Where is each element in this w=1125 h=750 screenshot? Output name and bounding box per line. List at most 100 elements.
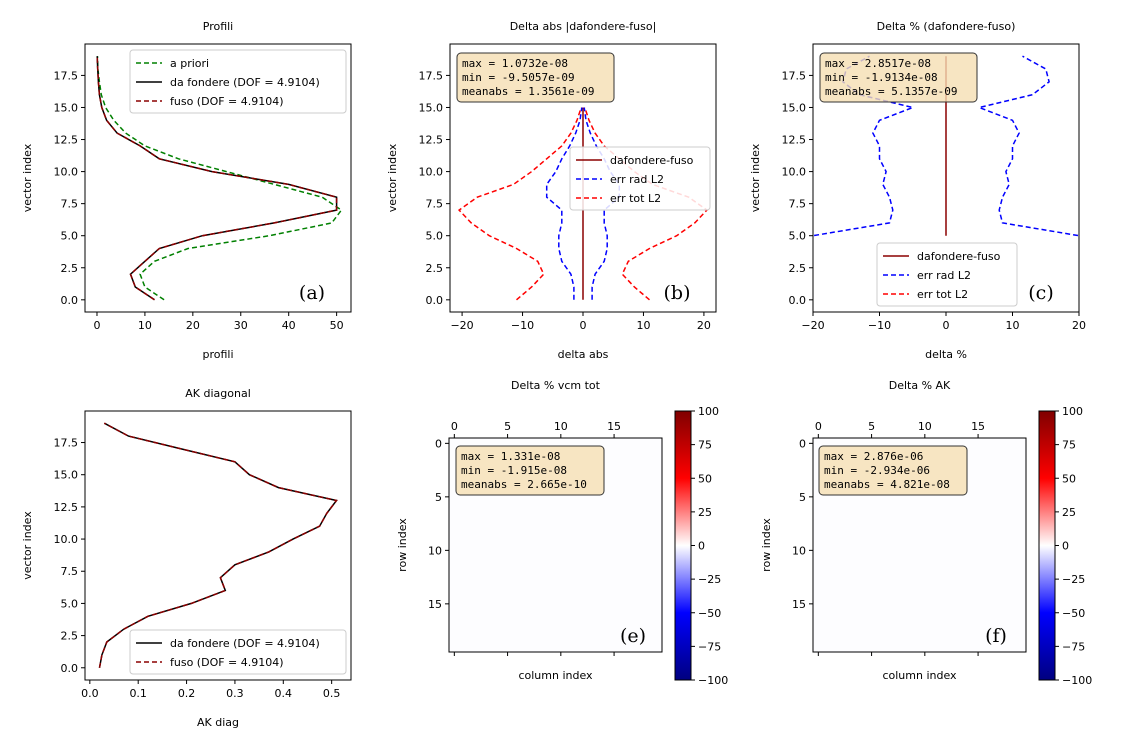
heatmap-cell [813,619,824,631]
legend-entry: a priori [170,57,209,70]
heatmap-cell [555,534,567,546]
heatmap-cell [470,491,482,503]
heatmap-cell [459,512,471,524]
legend-entry: da fondere (DOF = 4.9104) [170,637,320,650]
heatmap-cell [619,480,631,492]
heatmap-cell [994,630,1005,642]
heatmap-cell [512,534,524,546]
heatmap-cell [834,641,846,653]
heatmap-cell [480,491,492,503]
heatmap-cell [962,555,974,567]
panel-label: (b) [664,282,691,304]
heatmap-cell [651,470,663,482]
y-tick-label: 12.5 [419,134,444,147]
heatmap-cell [844,619,856,631]
y-tick-label: 15.0 [54,469,79,482]
y-axis-label: vector index [21,511,34,580]
heatmap-cell [480,534,492,546]
heatmap-cell [470,587,482,599]
y-tick-label: 0.0 [426,294,444,307]
heatmap-cell [502,534,514,546]
heatmap-cell [480,566,492,578]
colorbar-bar [1038,410,1056,681]
heatmap-cell [994,587,1005,599]
heatmap-cell [962,545,974,556]
heatmap-cell [576,587,588,599]
heatmap-cell [587,587,599,599]
chart-title: Profili [203,20,234,33]
stats-line: min = -2.934e-06 [824,464,930,477]
heatmap-cell [491,598,503,610]
heatmap-cell [866,555,878,567]
heatmap-cell [940,523,952,535]
heatmap-cell [512,523,524,535]
heatmap-cell [876,619,888,631]
heatmap-cell [651,630,663,642]
heatmap-cell [480,609,492,621]
heatmap-cell [876,523,888,535]
heatmap-cell [898,630,910,642]
heatmap-cell [1015,598,1027,610]
x-tick-label: 50 [330,319,344,332]
heatmap-cell [587,630,599,642]
heatmap-cell [1015,438,1027,449]
heatmap-cell [640,598,652,610]
heatmap-cell [898,641,910,653]
panel-label: (f) [985,625,1007,647]
heatmap-cell [608,459,620,471]
heatmap-cell [983,598,995,610]
heatmap-cell [512,641,524,653]
heatmap-cell [651,609,663,621]
x-tick-label: 20 [186,319,200,332]
heatmap-cell [1015,502,1027,514]
heatmap-cell [491,619,503,631]
heatmap-cell [855,587,867,599]
heatmap-cell [855,545,867,556]
heatmap-cell [962,619,974,631]
heatmap-cell [930,555,942,567]
panel-e: 0 5 10 15 0 5 10 15 Delta % vcm tot column index r… [396,379,728,687]
heatmap-cell [898,598,910,610]
heatmap-cell [813,523,824,535]
heatmap-cell [651,459,663,471]
heatmap-cell [544,566,556,578]
heatmap-cell [534,523,546,535]
heatmap-cell [449,630,460,642]
heatmap-cell [940,545,952,556]
heatmap-cell [834,534,846,546]
heatmap-cell [459,641,471,653]
heatmap-cell [630,641,641,653]
heatmap-cell [951,438,963,449]
heatmap-cell [994,459,1005,471]
y-tick-label: 15.0 [419,101,444,114]
heatmap-cell [834,438,846,449]
heatmap-cell [576,555,588,567]
heatmap-cell [1004,534,1016,546]
y-axis-label: vector index [21,143,34,212]
heatmap-cell [813,598,824,610]
heatmap-cell [619,587,631,599]
heatmap-cell [640,609,652,621]
heatmap-cell [459,609,471,621]
heatmap-cell [1004,598,1016,610]
x-tick-label: 0.1 [129,687,147,700]
heatmap-cell [1004,587,1016,599]
heatmap-cell [972,555,984,567]
heatmap-cell [834,598,846,610]
heatmap-cell [834,523,846,535]
heatmap-cell [640,459,652,471]
heatmap-cell [608,502,620,514]
legend-entry: da fondere (DOF = 4.9104) [170,76,320,89]
heatmap-cell [813,512,824,524]
heatmap-cell [994,619,1005,631]
heatmap-cell [940,577,952,589]
heatmap-cell [951,587,963,599]
heatmap-cell [887,566,899,578]
heatmap-cell [512,598,524,610]
heatmap-cell [608,512,620,524]
x-tick-label: 10 [1006,319,1020,332]
heatmap-cell [908,630,920,642]
heatmap-cell [512,630,524,642]
heatmap-cell [887,619,899,631]
x-tick-label: −20 [450,319,473,332]
